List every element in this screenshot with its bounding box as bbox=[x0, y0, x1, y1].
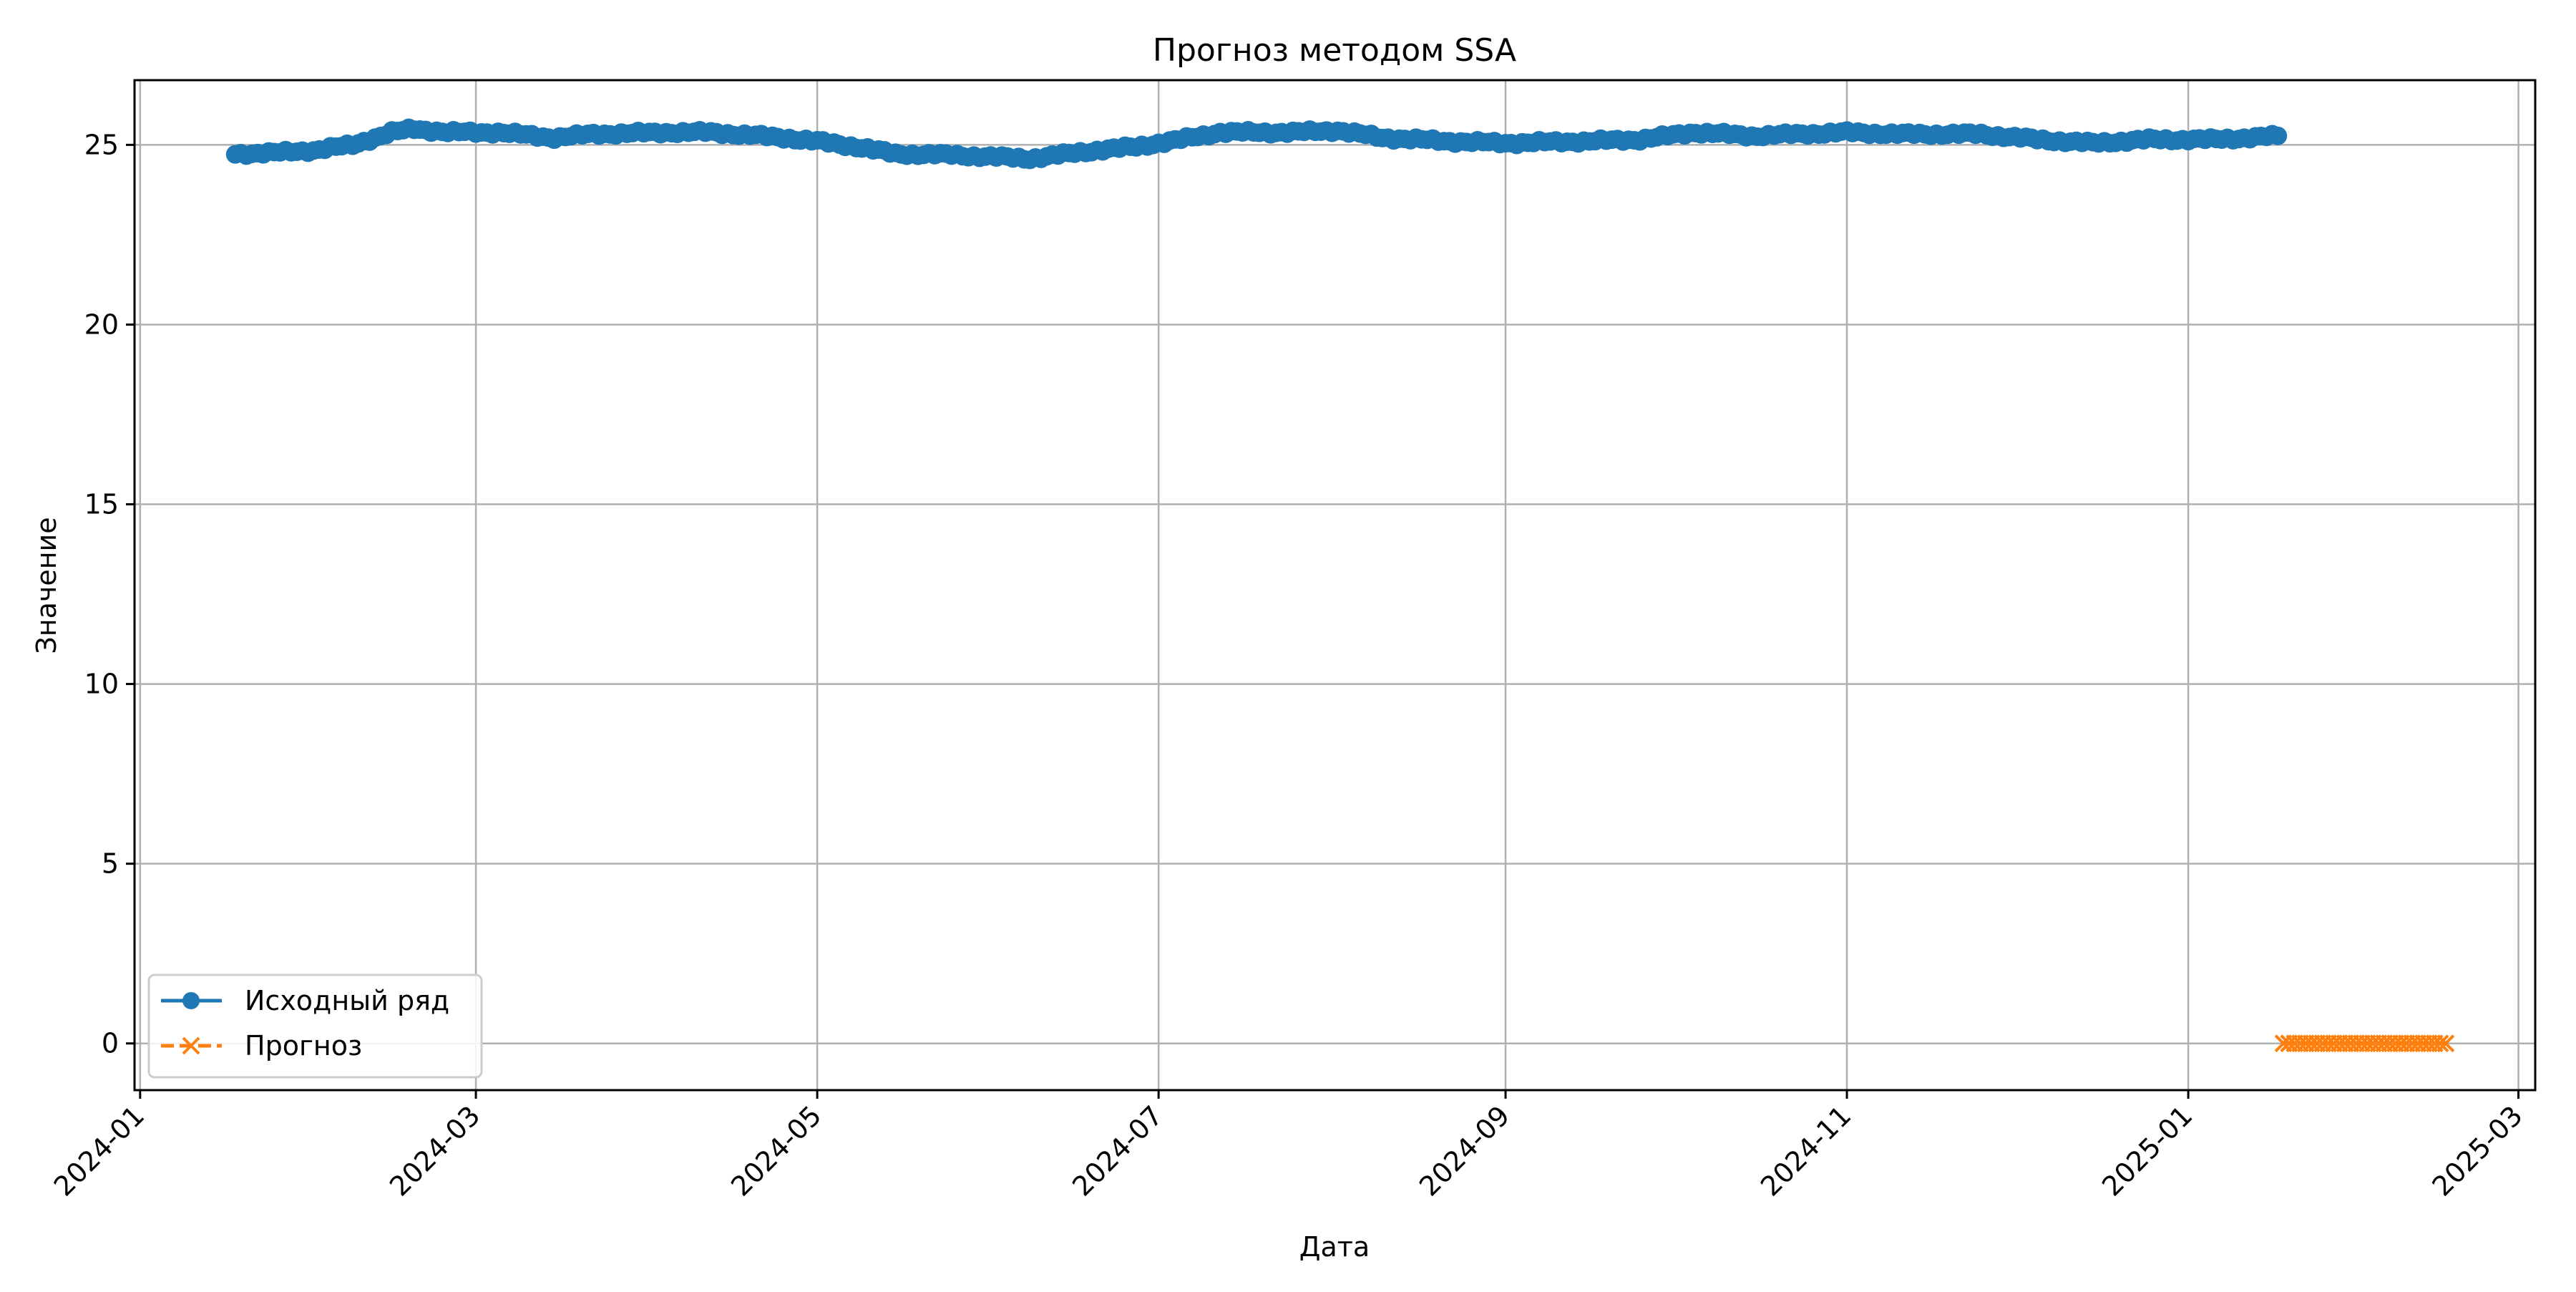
data-point-forecast bbox=[2431, 1034, 2449, 1053]
legend-box bbox=[147, 973, 483, 1079]
series-original bbox=[225, 118, 2288, 170]
data-point-original bbox=[2268, 126, 2288, 145]
y-tick-label: 0 bbox=[102, 1028, 119, 1059]
y-tick-label: 20 bbox=[84, 309, 119, 340]
legend-label-forecast: Прогноз bbox=[245, 1030, 362, 1062]
chart-title: Прогноз методом SSA bbox=[1153, 32, 1516, 69]
legend-marker-original bbox=[182, 992, 200, 1009]
x-tick-label: 2024-07 bbox=[1066, 1099, 1169, 1202]
x-tick-label: 2025-01 bbox=[2096, 1099, 2198, 1202]
grid-lines bbox=[135, 80, 2535, 1090]
series-layer bbox=[225, 118, 2455, 1053]
legend-marker-forecast bbox=[182, 1036, 200, 1055]
y-axis-label: Значение bbox=[31, 517, 62, 654]
series-forecast bbox=[2274, 1034, 2455, 1053]
x-tick-label: 2024-09 bbox=[1413, 1099, 1516, 1202]
x-tick-label: 2024-03 bbox=[384, 1099, 486, 1202]
x-tick-label: 2025-03 bbox=[2426, 1099, 2529, 1202]
x-tick-label: 2024-11 bbox=[1755, 1099, 1857, 1202]
y-tick-label: 15 bbox=[84, 489, 119, 520]
plot-frame bbox=[133, 79, 2537, 1092]
x-tick-label: 2024-05 bbox=[725, 1099, 827, 1202]
legend-label-original: Исходный ряд bbox=[245, 985, 449, 1016]
y-tick-label: 10 bbox=[84, 669, 119, 700]
data-point-forecast bbox=[2436, 1034, 2455, 1053]
y-tick-label: 5 bbox=[102, 848, 119, 880]
y-tick-label: 25 bbox=[84, 129, 119, 160]
x-axis-label: Дата bbox=[1299, 1231, 1370, 1263]
legend: Исходный ряд Прогноз bbox=[147, 973, 483, 1079]
x-tick-label: 2024-01 bbox=[48, 1099, 150, 1202]
